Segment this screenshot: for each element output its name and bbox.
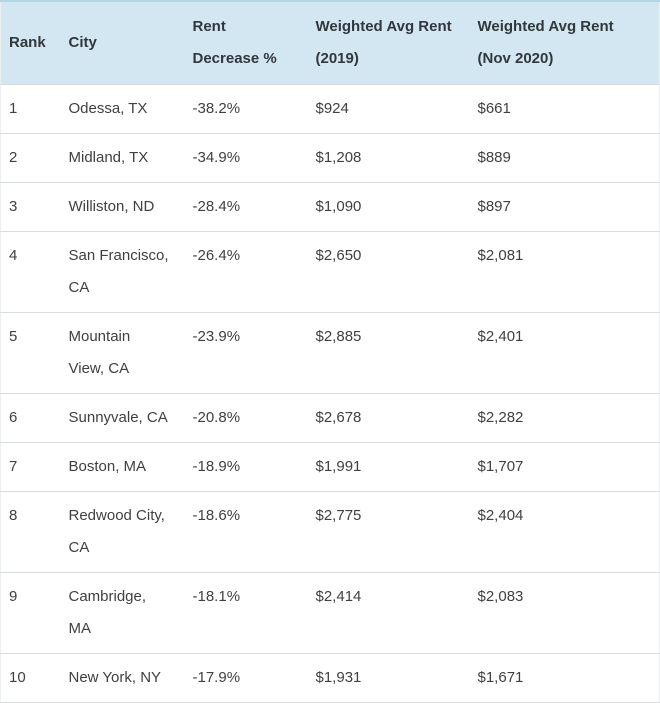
rent-decrease-cell: -18.6% — [184, 491, 308, 573]
rent-2020-cell: $2,081 — [469, 231, 660, 313]
table-row: 7 Boston, MA -18.9% $1,991 $1,707 — [0, 442, 660, 492]
column-header-rent-2019: Weighted Avg Rent (2019) — [307, 1, 470, 85]
city-cell: Boston, MA — [60, 442, 185, 492]
table-row: 6 Sunnyvale, CA -20.8% $2,678 $2,282 — [0, 393, 660, 443]
rank-cell: 4 — [0, 231, 61, 313]
rent-2019-cell: $2,650 — [307, 231, 470, 313]
rent-2019-cell: $1,931 — [307, 653, 470, 703]
city-cell: Redwood City, CA — [60, 491, 185, 573]
rent-decrease-cell: -28.4% — [184, 182, 308, 232]
rent-2019-cell: $2,678 — [307, 393, 470, 443]
column-header-rent-2020: Weighted Avg Rent (Nov 2020) — [469, 1, 660, 85]
rank-cell: 6 — [0, 393, 61, 443]
rent-decrease-cell: -20.8% — [184, 393, 308, 443]
table-row: 4 San Francisco, CA -26.4% $2,650 $2,081 — [0, 231, 660, 313]
table-row: 10 New York, NY -17.9% $1,931 $1,671 — [0, 653, 660, 703]
rank-cell: 10 — [0, 653, 61, 703]
rent-decrease-cell: -38.2% — [184, 84, 308, 134]
table-row: 8 Redwood City, CA -18.6% $2,775 $2,404 — [0, 491, 660, 573]
rent-2019-cell: $2,885 — [307, 312, 470, 394]
rent-2020-cell: $1,707 — [469, 442, 660, 492]
table-row: 2 Midland, TX -34.9% $1,208 $889 — [0, 133, 660, 183]
table-row: 5 Mountain View, CA -23.9% $2,885 $2,401 — [0, 312, 660, 394]
city-cell: San Francisco, CA — [60, 231, 185, 313]
rent-2020-cell: $2,401 — [469, 312, 660, 394]
rent-2019-cell: $1,991 — [307, 442, 470, 492]
rent-2019-cell: $1,090 — [307, 182, 470, 232]
rent-2020-cell: $889 — [469, 133, 660, 183]
city-cell: Mountain View, CA — [60, 312, 185, 394]
rent-2020-cell: $1,671 — [469, 653, 660, 703]
rent-2019-cell: $1,208 — [307, 133, 470, 183]
column-header-city: City — [60, 1, 185, 85]
rank-cell: 3 — [0, 182, 61, 232]
rent-2019-cell: $2,775 — [307, 491, 470, 573]
rent-decrease-cell: -18.9% — [184, 442, 308, 492]
table-body: 1 Odessa, TX -38.2% $924 $661 2 Midland,… — [0, 84, 660, 703]
city-cell: New York, NY — [60, 653, 185, 703]
table-header: Rank City Rent Decrease % Weighted Avg R… — [0, 1, 660, 85]
rent-2020-cell: $2,282 — [469, 393, 660, 443]
column-header-decrease: Rent Decrease % — [184, 1, 308, 85]
rank-cell: 7 — [0, 442, 61, 492]
rent-2020-cell: $2,404 — [469, 491, 660, 573]
city-cell: Williston, ND — [60, 182, 185, 232]
column-header-rank: Rank — [0, 1, 61, 85]
header-row: Rank City Rent Decrease % Weighted Avg R… — [0, 1, 660, 85]
rank-cell: 8 — [0, 491, 61, 573]
rent-decrease-cell: -34.9% — [184, 133, 308, 183]
city-cell: Sunnyvale, CA — [60, 393, 185, 443]
rent-decrease-cell: -17.9% — [184, 653, 308, 703]
rank-cell: 2 — [0, 133, 61, 183]
city-cell: Odessa, TX — [60, 84, 185, 134]
rent-2020-cell: $661 — [469, 84, 660, 134]
rank-cell: 1 — [0, 84, 61, 134]
rent-decrease-cell: -23.9% — [184, 312, 308, 394]
city-cell: Cambridge, MA — [60, 572, 185, 654]
rank-cell: 9 — [0, 572, 61, 654]
rent-2020-cell: $897 — [469, 182, 660, 232]
table-row: 3 Williston, ND -28.4% $1,090 $897 — [0, 182, 660, 232]
table-row: 9 Cambridge, MA -18.1% $2,414 $2,083 — [0, 572, 660, 654]
table-row: 1 Odessa, TX -38.2% $924 $661 — [0, 84, 660, 134]
rent-decrease-cell: -26.4% — [184, 231, 308, 313]
rent-2019-cell: $924 — [307, 84, 470, 134]
rent-2019-cell: $2,414 — [307, 572, 470, 654]
rent-decrease-cell: -18.1% — [184, 572, 308, 654]
rent-2020-cell: $2,083 — [469, 572, 660, 654]
city-cell: Midland, TX — [60, 133, 185, 183]
rank-cell: 5 — [0, 312, 61, 394]
